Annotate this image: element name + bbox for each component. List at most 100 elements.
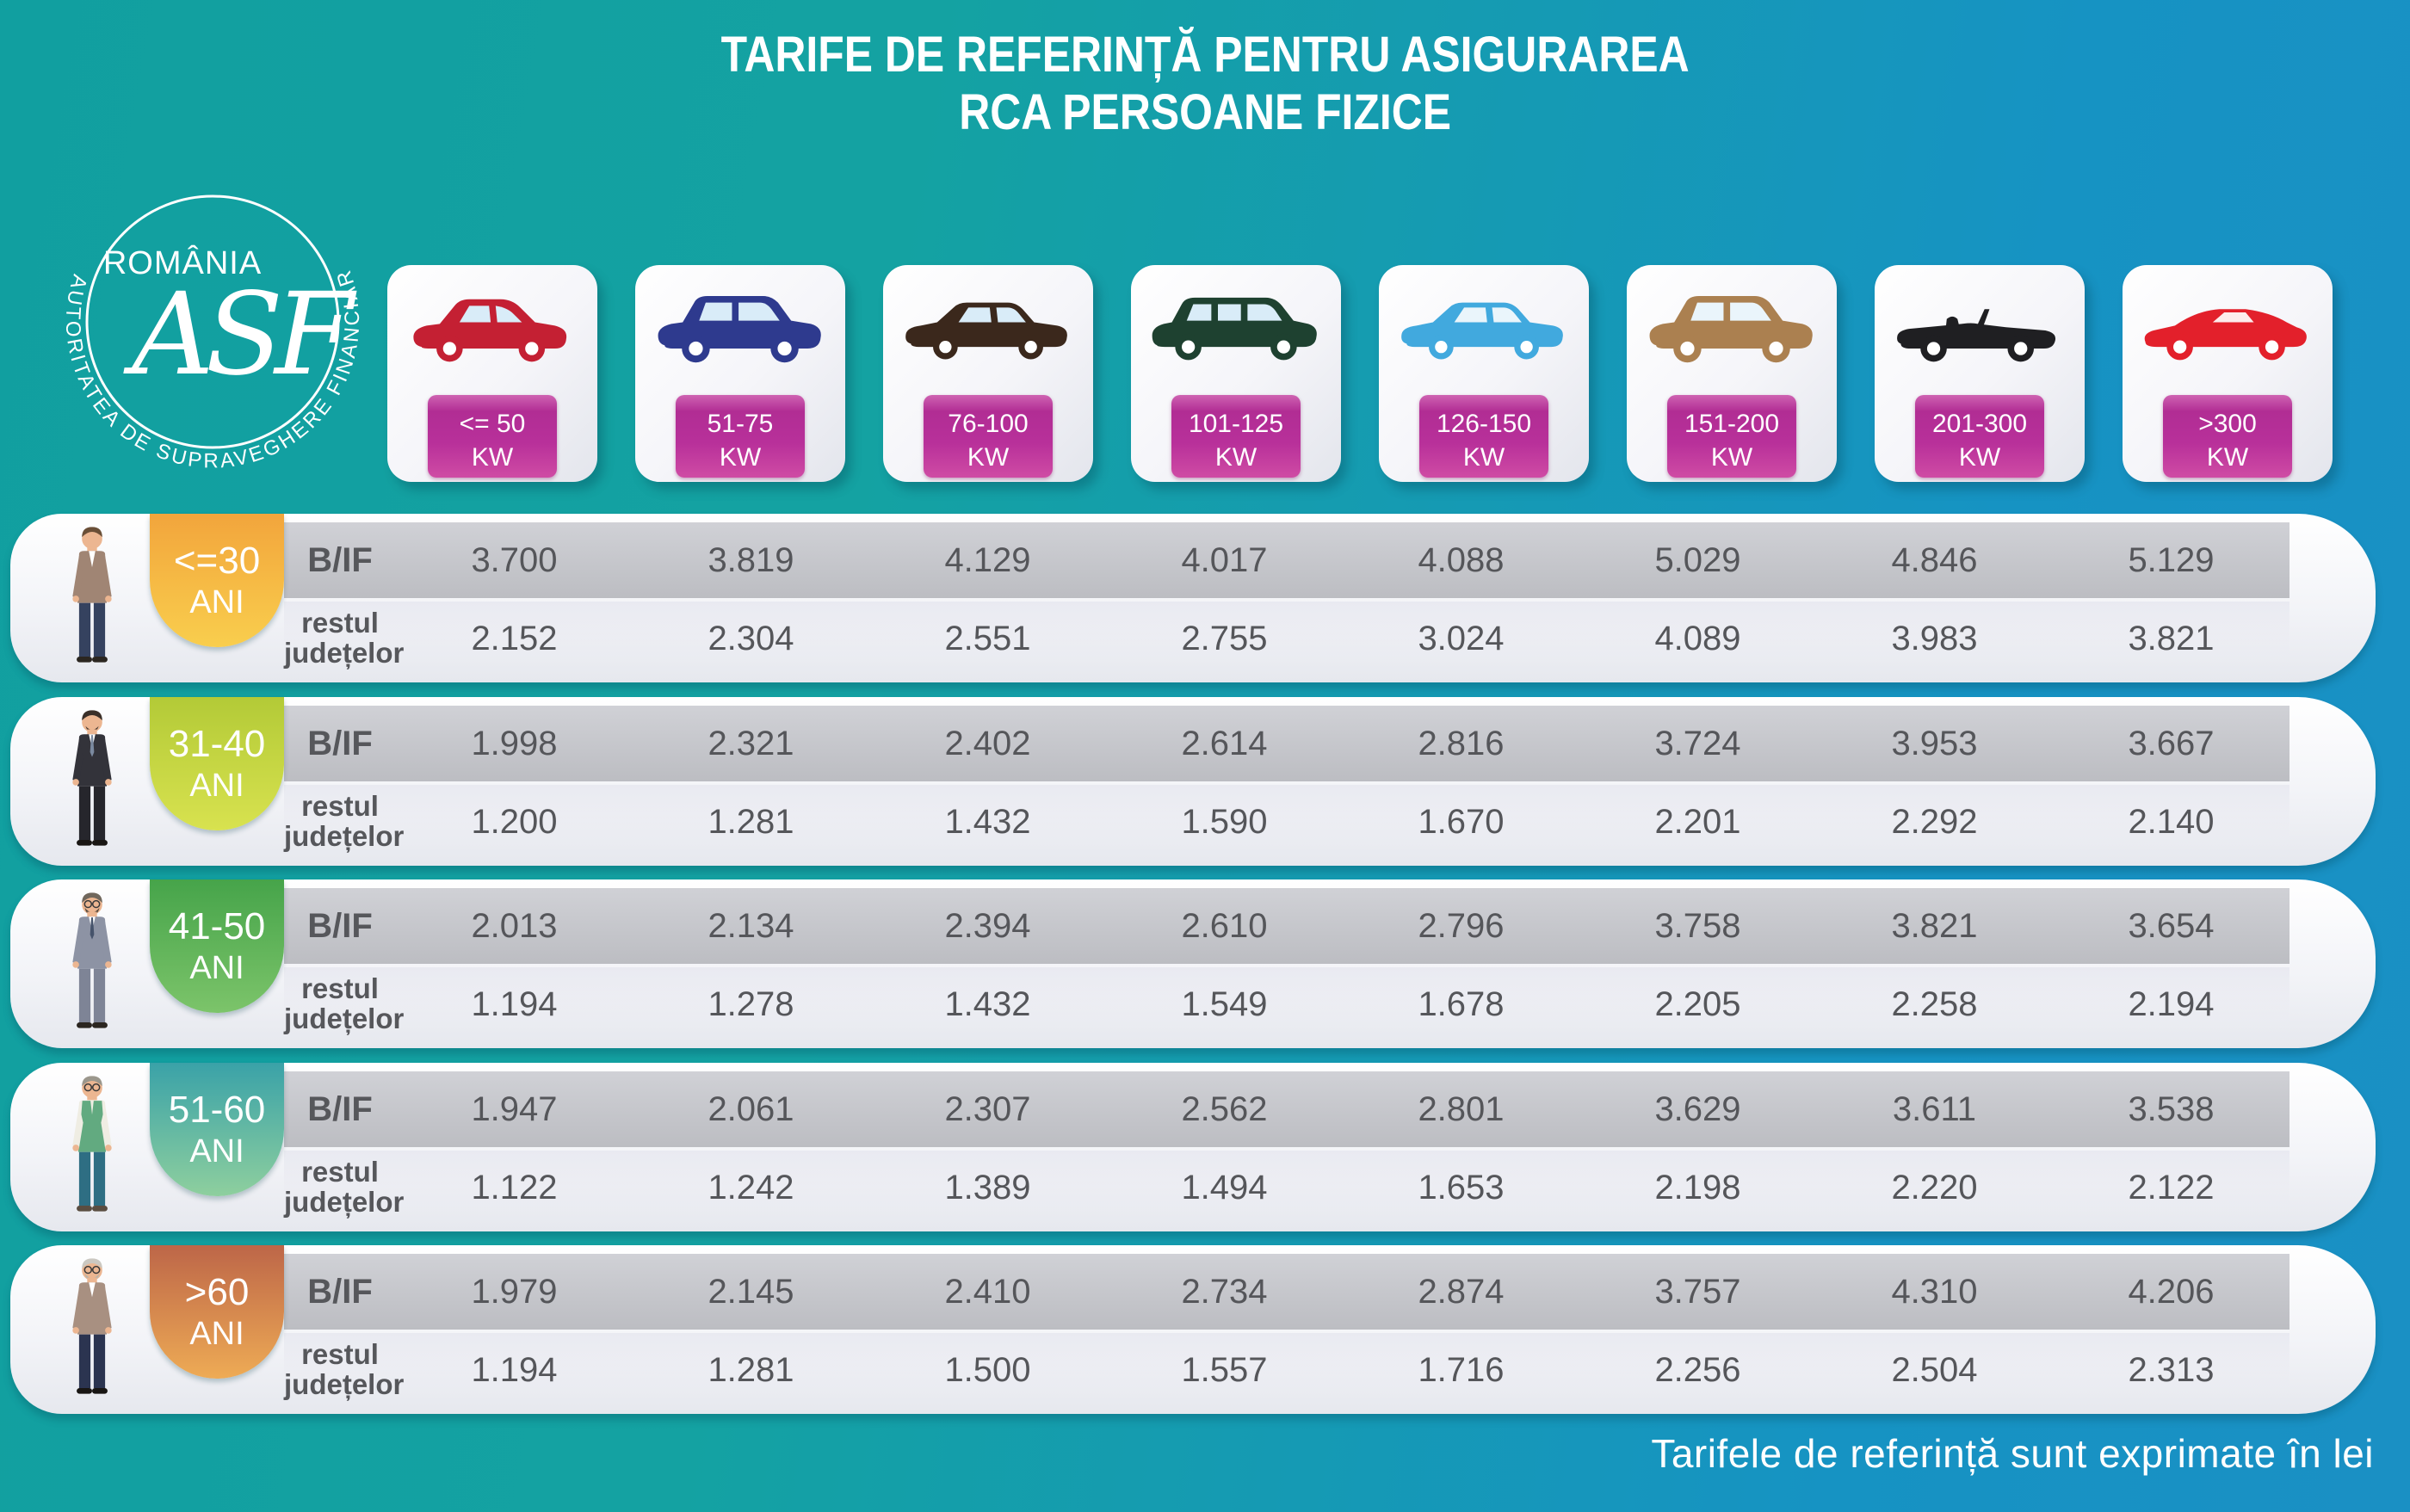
- tariff-value: 1.494: [1181, 1168, 1268, 1207]
- tariff-value: 2.258: [1891, 984, 1978, 1023]
- hatchback-car-icon: [413, 299, 567, 362]
- tariff-value: 1.200: [471, 802, 558, 841]
- tariff-value: 3.821: [2128, 619, 2215, 657]
- page-title: TARIFE DE REFERINȚĂ PENTRU ASIGURAREA RC…: [0, 26, 2410, 142]
- tariff-value: 2.801: [1418, 1089, 1505, 1128]
- age-badge-41-50: 41-50 ANI: [150, 879, 284, 1013]
- tariff-value: 1.653: [1418, 1168, 1505, 1207]
- tariff-value: 5.129: [2128, 540, 2215, 579]
- power-card-gt300: >300 KW: [2123, 265, 2333, 482]
- tariff-value: 2.220: [1891, 1168, 1978, 1207]
- age-unit: ANI: [189, 950, 244, 986]
- tariff-value: 1.500: [944, 1350, 1031, 1389]
- tariff-value: 2.140: [2128, 802, 2215, 841]
- tariff-value: 1.242: [708, 1168, 794, 1207]
- tariff-value: 2.410: [944, 1272, 1031, 1311]
- tariff-value: 4.310: [1891, 1272, 1978, 1311]
- age-range: 41-50: [168, 905, 266, 947]
- tariff-value: 1.281: [708, 1350, 794, 1389]
- tariff-value: 1.716: [1418, 1350, 1505, 1389]
- tariff-value: 3.819: [708, 540, 794, 579]
- rest-tariff-band: restul județelor 1.122 1.242 1.389 1.494 1.6…: [284, 1151, 2290, 1225]
- tariff-value: 1.670: [1418, 802, 1505, 841]
- tariff-value: 1.432: [944, 984, 1031, 1023]
- middle-aged-man-icon: [72, 892, 112, 1028]
- tariff-value: 2.610: [1181, 906, 1268, 945]
- tariff-value: 4.017: [1181, 540, 1268, 579]
- age-row-31-40: 31-40 ANI B/IF 1.998 2.321 2.402 2.614 2.816…: [10, 697, 2376, 866]
- kw-unit: KW: [471, 443, 514, 472]
- age-row-41-50: 41-50 ANI B/IF 2.013 2.134 2.394 2.610 2.796…: [10, 879, 2376, 1048]
- tariff-value: 2.504: [1891, 1350, 1978, 1389]
- kw-range-badge: 101-125 KW: [1171, 395, 1301, 478]
- tariff-value: 2.152: [471, 619, 558, 657]
- tariff-value: 2.304: [708, 619, 794, 657]
- rest-tariff-band: restul județelor 2.152 2.304 2.551 2.755 3.0…: [284, 602, 2290, 676]
- sedan-car-icon: [1401, 302, 1563, 360]
- tariff-value: 3.757: [1654, 1272, 1741, 1311]
- power-card-51-75: 51-75 KW: [635, 265, 845, 482]
- bif-label: B/IF: [307, 540, 373, 579]
- tariff-value: 2.562: [1181, 1089, 1268, 1128]
- kw-range-badge: 201-300 KW: [1915, 395, 2044, 478]
- kw-unit: KW: [1958, 443, 2001, 472]
- rest-label: restul județelor: [284, 972, 405, 1034]
- kw-unit: KW: [719, 443, 762, 472]
- adult-man-icon: [72, 710, 112, 846]
- tariff-value: 1.194: [471, 1350, 558, 1389]
- tariff-value: 3.700: [471, 540, 558, 579]
- kw-range-badge: <= 50 KW: [428, 395, 557, 478]
- tariff-value: 2.551: [944, 619, 1031, 657]
- tariff-value: 2.194: [2128, 984, 2215, 1023]
- age-range: 31-40: [168, 723, 266, 765]
- logo-country-label: ROMÂNIA: [103, 244, 262, 281]
- tariff-value: 4.846: [1891, 540, 1978, 579]
- minivan-car-icon: [1152, 297, 1317, 361]
- kw-range-badge: 126-150 KW: [1419, 395, 1548, 478]
- age-range: >60: [184, 1271, 250, 1313]
- tariff-value: 2.256: [1654, 1350, 1741, 1389]
- bif-tariff-band: B/IF 1.998 2.321 2.402 2.614 2.816 3.724 3.953…: [284, 706, 2290, 781]
- tariff-value: 3.667: [2128, 724, 2215, 762]
- rest-label: restul județelor: [284, 1156, 405, 1218]
- age-badge-over-60: >60 ANI: [150, 1245, 284, 1379]
- convertible-car-icon: [1897, 309, 2056, 362]
- tariff-value: 3.821: [1891, 906, 1978, 945]
- tariff-value: 1.590: [1181, 802, 1268, 841]
- kw-unit: KW: [1214, 443, 1258, 472]
- tariff-value: 1.389: [944, 1168, 1031, 1207]
- age-range: 51-60: [168, 1089, 266, 1131]
- kw-unit: KW: [1462, 443, 1505, 472]
- tariff-value: 2.307: [944, 1089, 1031, 1128]
- tariff-value: 2.313: [2128, 1350, 2215, 1389]
- tariff-value: 2.874: [1418, 1272, 1505, 1311]
- rest-tariff-band: restul județelor 1.194 1.278 1.432 1.549 1.6…: [284, 967, 2290, 1041]
- tariff-value: 1.557: [1181, 1350, 1268, 1389]
- tariff-value: 2.013: [471, 906, 558, 945]
- elderly-man-icon: [72, 1258, 112, 1394]
- kw-range: 151-200: [1684, 410, 1780, 438]
- power-card-201-300: 201-300 KW: [1875, 265, 2085, 482]
- kw-range-badge: 76-100 KW: [924, 395, 1053, 478]
- young-man-icon: [72, 527, 112, 663]
- age-badge-under-30: <=30 ANI: [150, 514, 284, 647]
- tariff-value: 3.611: [1892, 1089, 1977, 1128]
- age-row-51-60: 51-60 ANI B/IF 1.947 2.061 2.307 2.562 2.801…: [10, 1063, 2376, 1231]
- tariff-value: 2.061: [708, 1089, 794, 1128]
- kw-unit: KW: [967, 443, 1010, 472]
- tariff-value: 1.998: [471, 724, 558, 762]
- tariff-value: 2.734: [1181, 1272, 1268, 1311]
- tariff-value: 2.796: [1418, 906, 1505, 945]
- tariff-value: 2.816: [1418, 724, 1505, 762]
- tariff-value: 3.654: [2128, 906, 2215, 945]
- tariff-value: 2.198: [1654, 1168, 1741, 1207]
- bif-tariff-band: B/IF 2.013 2.134 2.394 2.610 2.796 3.758 3.821…: [284, 888, 2290, 964]
- rest-label: restul județelor: [284, 607, 405, 669]
- bif-label: B/IF: [307, 1272, 373, 1311]
- tariff-value: 2.394: [944, 906, 1031, 945]
- tariff-value: 3.538: [2128, 1089, 2215, 1128]
- tariff-value: 1.979: [471, 1272, 558, 1311]
- asf-monogram: ASF: [122, 268, 357, 401]
- age-unit: ANI: [189, 1133, 244, 1169]
